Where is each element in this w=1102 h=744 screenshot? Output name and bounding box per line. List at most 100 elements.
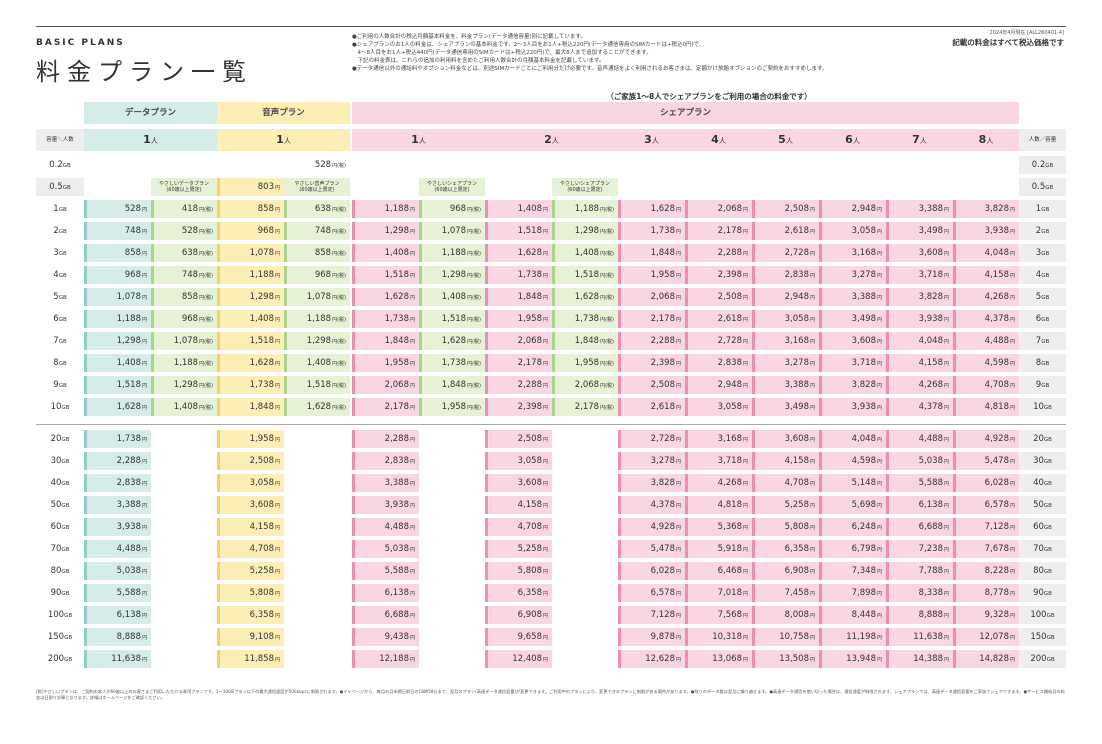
capacity-label-left: 30GB: [50, 456, 70, 466]
price-cell: 6,248円: [819, 518, 886, 536]
header-persons: 4人: [685, 129, 752, 151]
price-cell: 748円(税): [284, 222, 350, 240]
capacity-label-right: 50GB: [1019, 496, 1066, 514]
price-cell: 3,058円: [485, 452, 552, 470]
price-cell: 4,818円: [953, 398, 1019, 416]
header-persons: 7人: [886, 129, 953, 151]
price-cell: 3,058円: [752, 310, 819, 328]
price-cell: 12,628円: [618, 650, 685, 668]
price-cell: 4,488円: [953, 332, 1019, 350]
yasashi-data-label: やさしいデータプラン (60歳以上限定): [151, 178, 217, 196]
price-cell: 2,178円: [352, 398, 419, 416]
price-cell: 8,008円: [752, 606, 819, 624]
price-cell: 2,068円: [618, 288, 685, 306]
price-cell: 2,178円: [618, 310, 685, 328]
capacity-label-left: 6GB: [53, 314, 67, 324]
header-persons: 5人: [752, 129, 819, 151]
price-cell: 2,948円: [752, 288, 819, 306]
price-cell: 5,368円: [685, 518, 752, 536]
price-cell: 1,738円: [217, 376, 284, 394]
note-line: 4～8人目をお1人+税込440円(データ通信専用のSIMカードは+税込220円)…: [352, 50, 652, 56]
price-cell: 3,938円: [84, 518, 151, 536]
price-cell: 4,928円: [618, 518, 685, 536]
price-cell: 5,258円: [485, 540, 552, 558]
capacity-label-left: 40GB: [50, 478, 70, 488]
price-cell: 6,688円: [886, 518, 953, 536]
price-cell: 2,948円: [685, 376, 752, 394]
price-cell: 13,508円: [752, 650, 819, 668]
price-cell: 4,158円: [485, 496, 552, 514]
price-cell: 1,408円(税): [419, 288, 485, 306]
price-cell: 2,948円: [819, 200, 886, 218]
price-cell: 1,188円: [217, 266, 284, 284]
capacity-label-left: 150GB: [47, 632, 73, 642]
price-cell: 4,158円: [886, 354, 953, 372]
capacity-label-right: 40GB: [1019, 474, 1066, 492]
price-cell: 1,958円: [352, 354, 419, 372]
price-cell: 5,038円: [886, 452, 953, 470]
price-cell: 1,298円(税): [151, 376, 217, 394]
price-cell: 4,488円: [84, 540, 151, 558]
price-cell: 1,408円: [217, 310, 284, 328]
price-cell: 638円(税): [284, 200, 350, 218]
price-cell: 4,048円: [886, 332, 953, 350]
price-cell: 528円(税): [151, 222, 217, 240]
price-cell: 6,688円: [352, 606, 419, 624]
price-cell: 2,068円: [485, 332, 552, 350]
price-cell: 3,058円: [819, 222, 886, 240]
price-cell: 4,378円: [953, 310, 1019, 328]
price-cell: 4,268円: [685, 474, 752, 492]
header-persons: 3人: [618, 129, 685, 151]
price-cell: 2,288円: [352, 430, 419, 448]
price-cell: 3,938円: [953, 222, 1019, 240]
capacity-label-left: 0.5GB: [36, 178, 84, 196]
price-cell: 5,588円: [84, 584, 151, 602]
price-cell: 5,808円: [485, 562, 552, 580]
price-cell: 968円: [84, 266, 151, 284]
price-cell: 1,848円(税): [552, 332, 618, 350]
note-line: ●データ通信以外の通話料やオプション料金などは、別途SIMカードごとにご利用分だ…: [352, 66, 828, 72]
price-cell: 528円: [84, 200, 151, 218]
yasashi-voice-label: やさしい音声プラン (60歳以上限定): [284, 178, 350, 196]
price-cell: 1,958円: [217, 430, 284, 448]
price-cell: 14,828円: [953, 650, 1019, 668]
price-cell: 2,178円: [685, 222, 752, 240]
price-cell: 5,038円: [84, 562, 151, 580]
price-cell: 7,348円: [819, 562, 886, 580]
price-cell: 5,808円: [217, 584, 284, 602]
price-cell: 1,408円: [485, 200, 552, 218]
price-cell: 2,398円: [685, 266, 752, 284]
price-cell: 748円(税): [151, 266, 217, 284]
price-cell: 3,718円: [685, 452, 752, 470]
price-cell: 2,068円(税): [552, 376, 618, 394]
price-cell: 1,628円: [485, 244, 552, 262]
price-cell: 4,488円: [352, 518, 419, 536]
price-cell: 3,388円: [752, 376, 819, 394]
price-cell: 7,788円: [886, 562, 953, 580]
price-cell: 858円(税): [151, 288, 217, 306]
price-cell: 3,828円: [953, 200, 1019, 218]
price-cell: 1,628円: [352, 288, 419, 306]
price-cell: 1,848円(税): [419, 376, 485, 394]
note-line: ●ご利用の人数合計の税込月額基本料金を、料金プラン(データ通信容量)別に記載して…: [352, 34, 586, 40]
price-cell: 2,838円: [752, 266, 819, 284]
capacity-label-right: 5GB: [1019, 288, 1066, 306]
price-cell: 1,738円: [84, 430, 151, 448]
price-cell: 4,048円: [953, 244, 1019, 262]
price-cell: 1,188円: [84, 310, 151, 328]
price-cell: 2,508円: [752, 200, 819, 218]
capacity-label-left: 200GB: [47, 654, 73, 664]
price-cell: 3,168円: [819, 244, 886, 262]
capacity-label-left: 50GB: [50, 500, 70, 510]
price-cell: 1,408円: [352, 244, 419, 262]
price-cell: 2,508円: [485, 430, 552, 448]
price-cell: 1,188円(税): [552, 200, 618, 218]
price-cell: 2,728円: [618, 430, 685, 448]
price-cell: 6,138円: [352, 584, 419, 602]
capacity-label-left: 9GB: [53, 380, 67, 390]
price-cell: 8,228円: [953, 562, 1019, 580]
header-persons: 2人: [485, 129, 618, 151]
capacity-label-right: 1GB: [1019, 200, 1066, 218]
price-cell: 11,638円: [84, 650, 151, 668]
capacity-label-left: 80GB: [50, 566, 70, 576]
